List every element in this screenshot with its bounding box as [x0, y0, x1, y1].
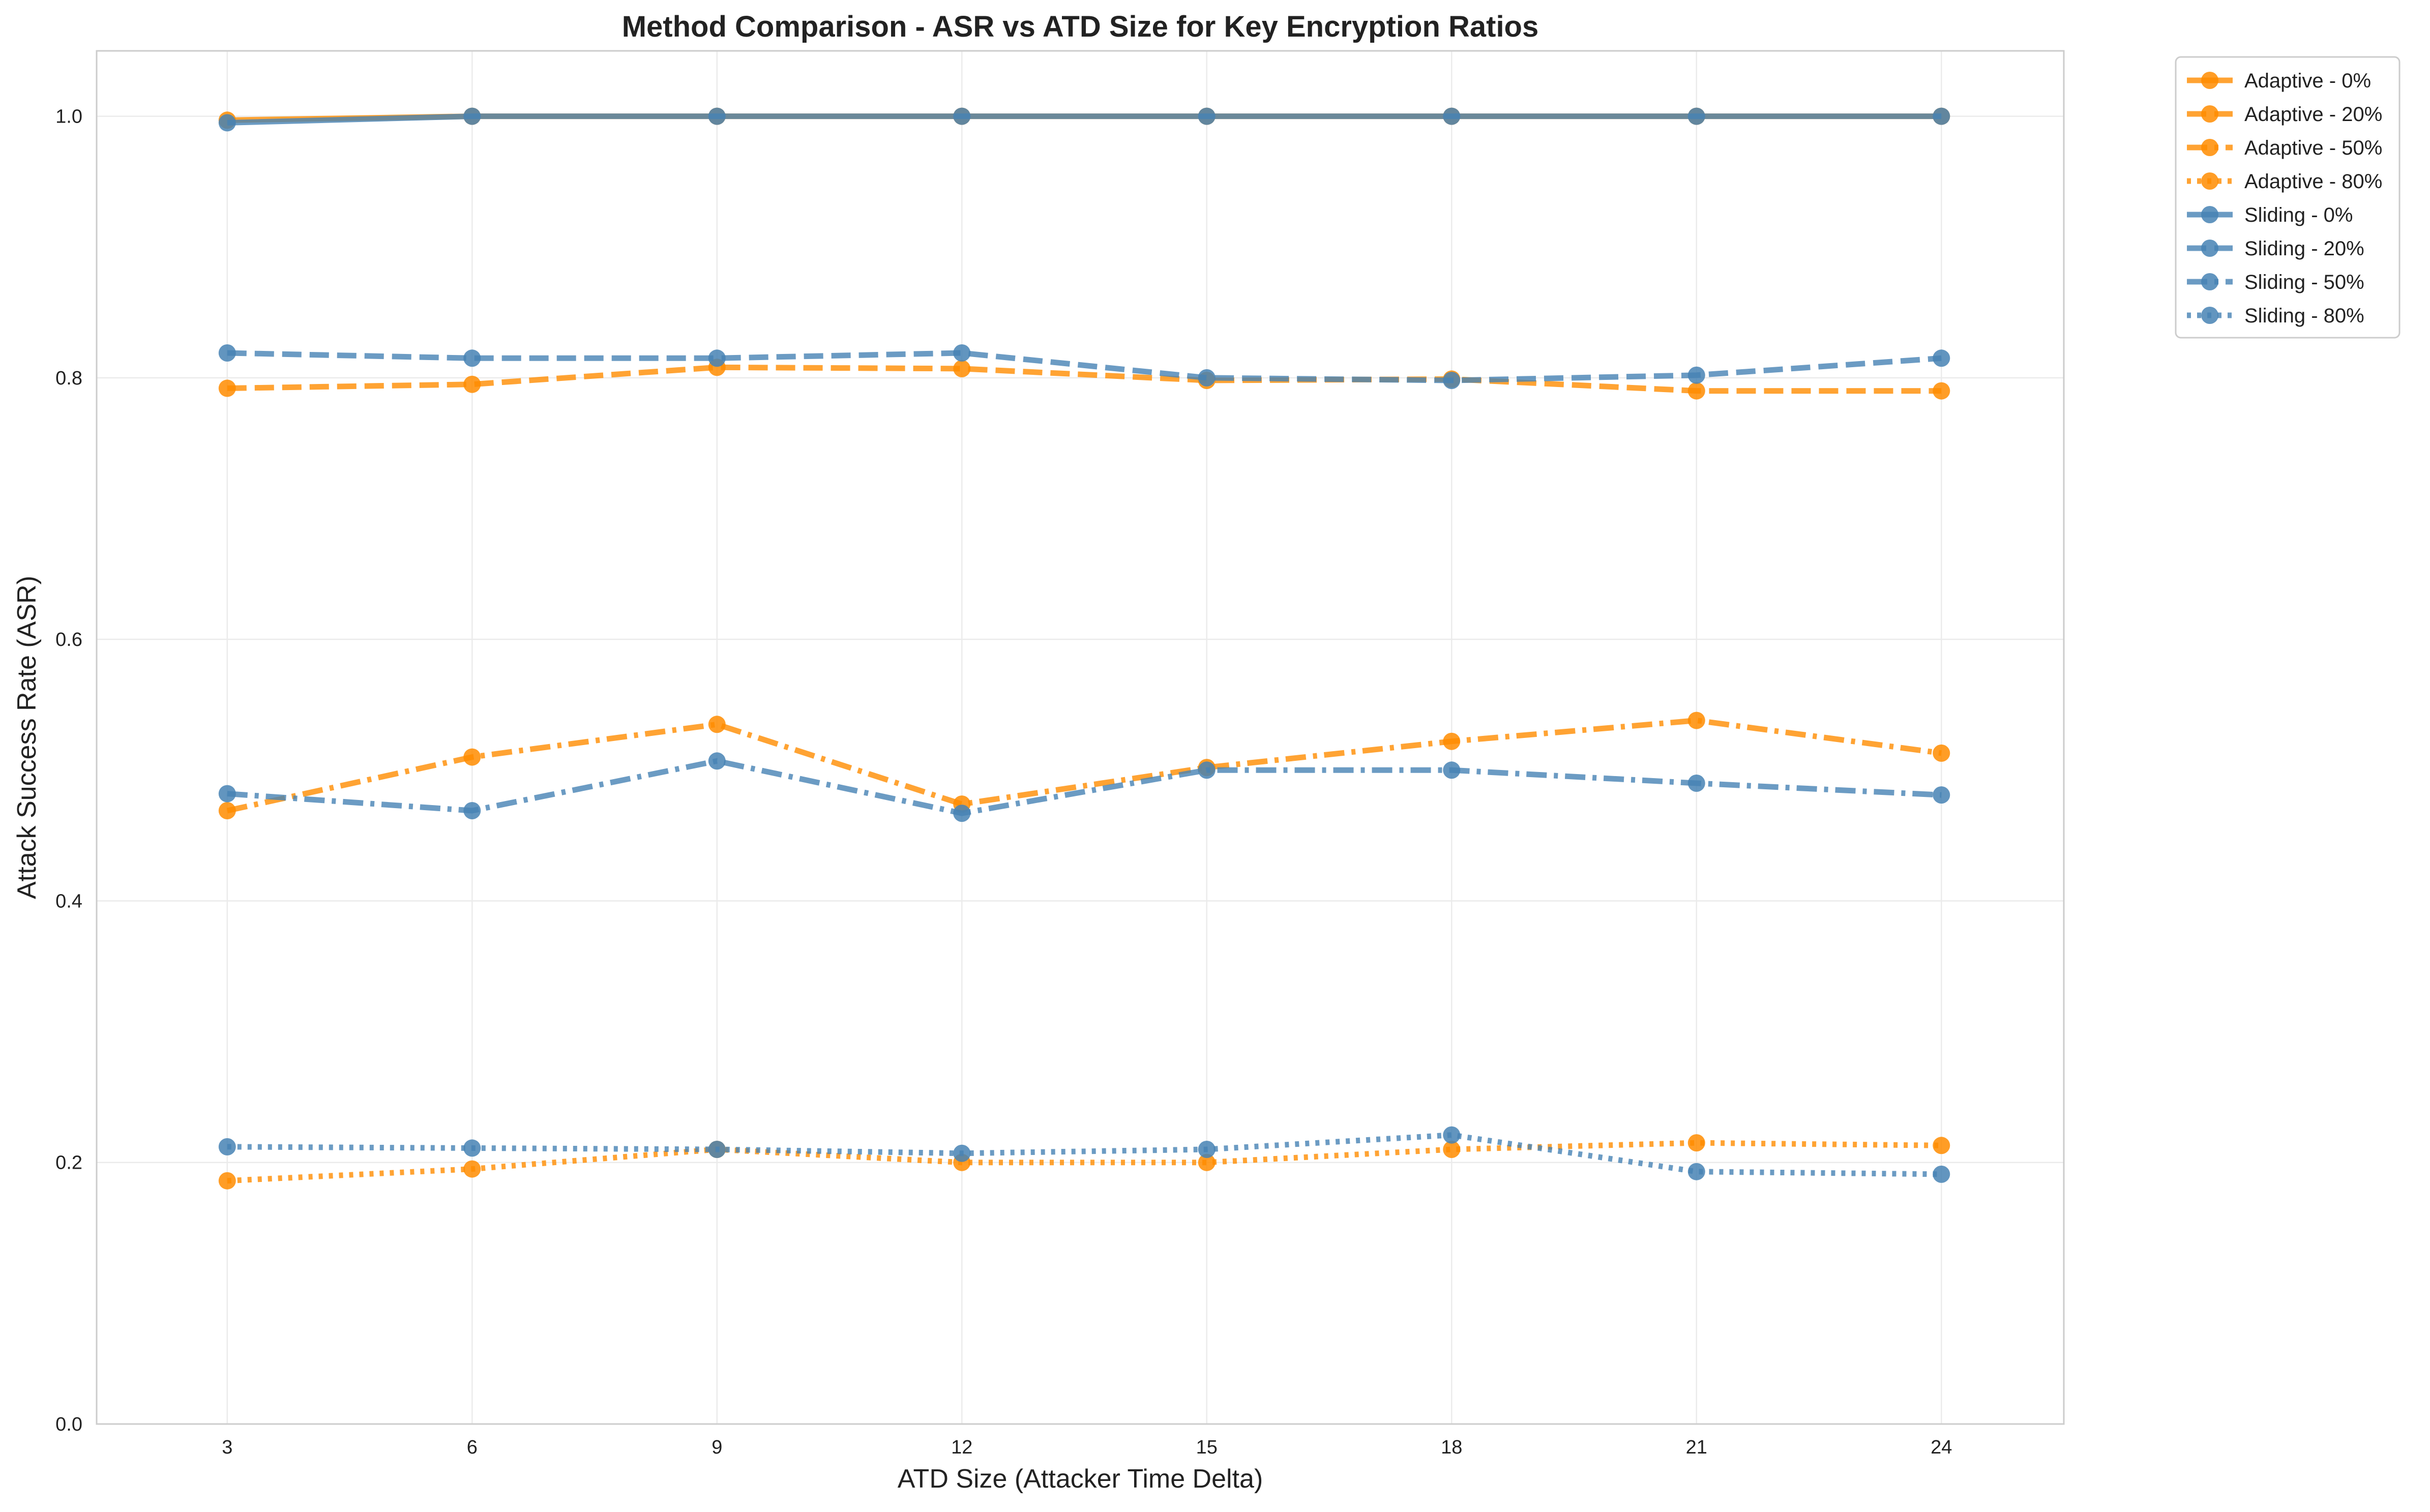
series-line	[227, 1132, 1942, 1177]
data-point	[218, 785, 236, 803]
data-point	[1443, 372, 1461, 389]
legend-marker	[2201, 206, 2218, 223]
x-tick-label: 12	[951, 1437, 972, 1458]
data-point	[1198, 107, 1216, 125]
data-point	[953, 1144, 971, 1162]
series-line	[227, 758, 1942, 816]
legend-label: Sliding - 50%	[2244, 271, 2364, 293]
y-tick-label: 0.2	[55, 1152, 82, 1174]
y-tick-label: 0.0	[55, 1414, 82, 1435]
series-lines	[218, 107, 1950, 1190]
legend-label: Adaptive - 50%	[2244, 137, 2382, 159]
x-tick-label: 18	[1441, 1437, 1462, 1458]
legend-marker	[2201, 72, 2218, 89]
data-point	[708, 716, 726, 733]
data-point	[1198, 1153, 1216, 1171]
data-point	[463, 375, 481, 393]
series-line	[227, 1140, 1942, 1184]
data-point	[463, 748, 481, 766]
x-tick-label: 15	[1196, 1437, 1218, 1458]
plot-area	[97, 51, 2064, 1424]
legend: Adaptive - 0% Adaptive - 20% Adaptive - 50…	[2175, 56, 2401, 339]
y-tick-label: 0.8	[55, 368, 82, 389]
data-point	[1443, 107, 1461, 125]
data-point	[1933, 786, 1950, 804]
data-point	[1933, 382, 1950, 400]
data-point	[708, 107, 726, 125]
data-point	[218, 802, 236, 819]
data-point	[218, 114, 236, 132]
data-point	[463, 802, 481, 819]
x-tick-label: 3	[222, 1437, 232, 1458]
data-point	[1198, 761, 1216, 779]
data-point	[953, 344, 971, 362]
series-line	[226, 718, 1942, 814]
x-tick-label: 24	[1931, 1437, 1952, 1458]
data-point	[1933, 1165, 1950, 1183]
legend-marker	[2201, 172, 2218, 190]
data-point	[1687, 711, 1705, 729]
data-point	[1933, 107, 1950, 125]
data-point	[953, 107, 971, 125]
data-point	[1198, 369, 1216, 387]
data-point	[1443, 732, 1461, 750]
data-point	[953, 360, 971, 377]
legend-marker	[2201, 139, 2218, 156]
data-point	[1443, 1141, 1461, 1158]
data-point	[1687, 1163, 1705, 1180]
x-tick-label: 9	[712, 1437, 722, 1458]
series-line	[227, 350, 1942, 383]
y-tick-label: 1.0	[55, 106, 82, 128]
data-point	[218, 1138, 236, 1155]
data-point	[708, 752, 726, 770]
data-point	[1443, 1126, 1461, 1144]
legend-label: Sliding - 0%	[2244, 204, 2353, 226]
data-point	[1933, 744, 1950, 762]
legend-box	[2175, 56, 2401, 339]
legend-label: Sliding - 20%	[2244, 238, 2364, 260]
tick-labels: 3 6 9 12 15 18 21 24 0.0 0.2 0.4 0.6 0.8 1.0	[55, 106, 1952, 1458]
data-point	[218, 1172, 236, 1190]
data-point	[1933, 1137, 1950, 1154]
legend-label: Sliding - 80%	[2244, 305, 2364, 327]
data-point	[218, 344, 236, 362]
x-tick-label: 21	[1686, 1437, 1707, 1458]
legend-marker	[2201, 105, 2218, 123]
data-point	[1687, 1134, 1705, 1152]
legend-label: Adaptive - 0%	[2244, 70, 2371, 92]
plot-frame	[96, 50, 2065, 1425]
series-line	[227, 113, 1942, 126]
y-axis-label: Attack Success Rate (ASR)	[12, 576, 42, 899]
data-point	[1198, 1141, 1216, 1158]
data-point	[708, 349, 726, 367]
data-point	[1933, 349, 1950, 367]
legend-label: Adaptive - 80%	[2244, 170, 2382, 193]
data-point	[463, 1139, 481, 1157]
data-point	[463, 107, 481, 125]
data-point	[953, 805, 971, 822]
data-point	[1687, 366, 1705, 384]
data-point	[1443, 761, 1461, 779]
chart-title: Method Comparison - ASR vs ATD Size for …	[622, 10, 1539, 43]
legend-label: Adaptive - 20%	[2244, 103, 2382, 126]
data-point	[463, 349, 481, 367]
data-point	[1687, 382, 1705, 400]
series-line	[227, 364, 1942, 394]
data-point	[708, 1141, 726, 1158]
y-tick-label: 0.6	[55, 629, 82, 650]
x-tick-label: 6	[467, 1437, 478, 1458]
x-axis-label: ATD Size (Attacker Time Delta)	[898, 1464, 1263, 1494]
legend-marker	[2201, 273, 2218, 290]
legend-marker	[2201, 240, 2218, 257]
legend-marker	[2201, 307, 2218, 324]
data-point	[1687, 107, 1705, 125]
y-tick-label: 0.4	[55, 891, 82, 912]
data-point	[1687, 775, 1705, 792]
data-point	[218, 379, 236, 397]
data-point	[463, 1160, 481, 1178]
